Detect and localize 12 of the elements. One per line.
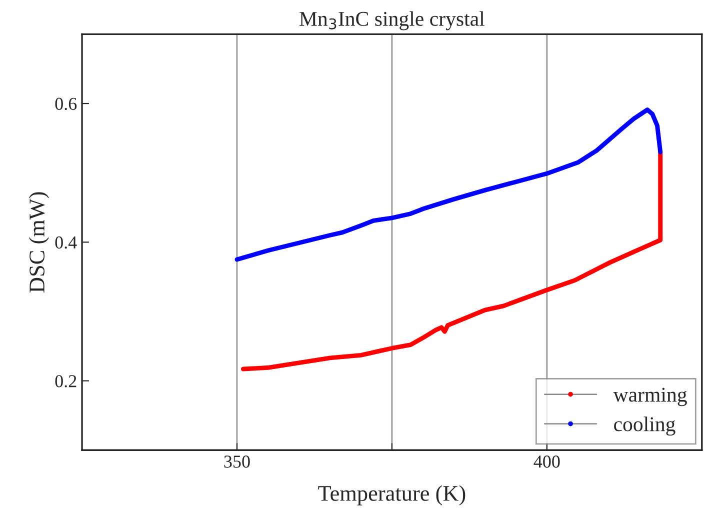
legend-label: warming xyxy=(613,388,687,406)
line-series xyxy=(234,108,663,262)
chart-title: Mn$_{3}$InC single crystal xyxy=(300,11,484,30)
y-axis-title: DSC (mW) xyxy=(28,192,50,292)
x-tick-label: 350 xyxy=(224,456,250,468)
x-tick-label: 400 xyxy=(534,456,560,468)
x-axis-title: Temperature (K) xyxy=(318,485,466,506)
line-series xyxy=(240,150,663,372)
legend-label: cooling xyxy=(614,416,676,436)
y-tick-label: 0.2 xyxy=(55,375,76,388)
y-tick-label: 0.6 xyxy=(55,98,77,110)
y-tick-label: 0.4 xyxy=(55,236,77,249)
